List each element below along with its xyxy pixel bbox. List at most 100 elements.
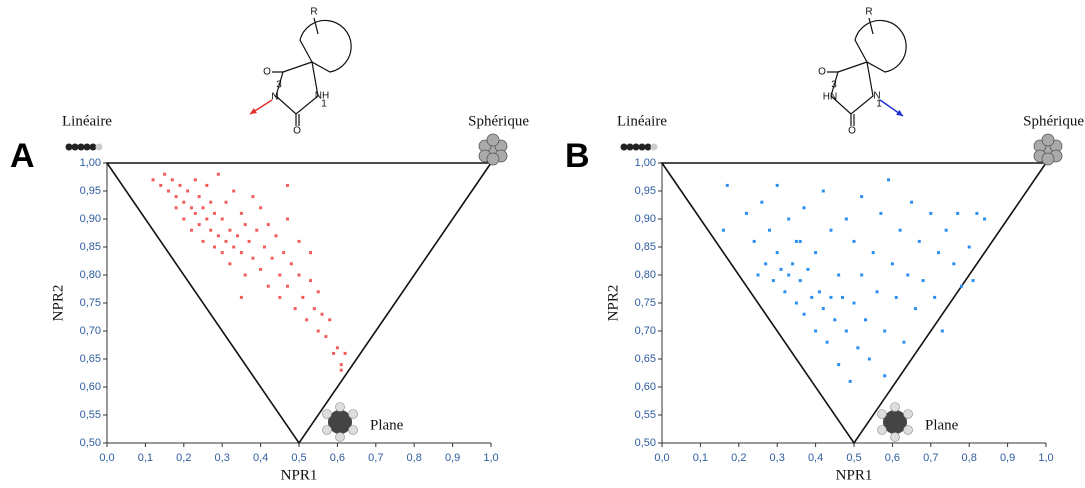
- point: [328, 318, 332, 322]
- point: [259, 206, 263, 210]
- y-tick-label: 0,85: [80, 241, 101, 253]
- y-tick-label: 1,00: [635, 157, 656, 169]
- point: [844, 217, 848, 221]
- x-tick-label: 0,8: [407, 452, 422, 464]
- point: [324, 335, 328, 339]
- plane-icon-h: [348, 425, 358, 435]
- point: [266, 284, 270, 288]
- point: [285, 284, 289, 288]
- bond: [827, 71, 855, 126]
- x-tick-label: 0,5: [846, 452, 861, 464]
- point: [933, 295, 937, 299]
- point: [844, 329, 848, 333]
- atom-label: NH: [315, 91, 329, 102]
- point: [852, 239, 856, 243]
- atom-label: N: [271, 92, 278, 103]
- point: [852, 301, 856, 305]
- point: [814, 251, 818, 255]
- point: [814, 329, 818, 333]
- sphere-icon: [1041, 152, 1055, 166]
- y-tick-label: 0,65: [80, 353, 101, 365]
- point: [913, 307, 917, 311]
- point: [297, 239, 301, 243]
- point: [228, 228, 232, 232]
- point: [864, 318, 868, 322]
- point: [312, 307, 316, 311]
- point: [906, 273, 910, 277]
- point: [971, 279, 975, 283]
- corner-label: Linéaire: [62, 113, 112, 129]
- point: [159, 183, 163, 187]
- point: [182, 217, 186, 221]
- point: [243, 273, 247, 277]
- point: [239, 251, 243, 255]
- point: [309, 251, 313, 255]
- point: [316, 329, 320, 333]
- point: [764, 262, 768, 266]
- x-tick-label: 0,6: [330, 452, 345, 464]
- x-tick-label: 0,2: [176, 452, 191, 464]
- plane-icon: [883, 410, 907, 434]
- corner-label: Plane: [925, 417, 959, 433]
- panel-label: B: [565, 137, 590, 175]
- point: [274, 234, 278, 238]
- point: [309, 279, 313, 283]
- point: [186, 189, 190, 193]
- x-tick-label: 0,7: [923, 452, 938, 464]
- point: [320, 312, 324, 316]
- y-tick-label: 0,60: [80, 381, 101, 393]
- point: [201, 239, 205, 243]
- panel-label: A: [10, 137, 35, 175]
- point: [270, 256, 274, 260]
- y-tick-label: 0,75: [80, 297, 101, 309]
- plane-icon-h: [322, 425, 332, 435]
- x-axis-label: NPR1: [836, 467, 873, 483]
- point: [783, 290, 787, 294]
- point: [794, 239, 798, 243]
- sphere-icon: [486, 133, 500, 147]
- point: [251, 195, 255, 199]
- y-tick-label: 0,95: [80, 185, 101, 197]
- x-tick-label: 0,3: [215, 452, 230, 464]
- point: [332, 351, 336, 355]
- point: [825, 340, 829, 344]
- bond: [830, 61, 874, 115]
- point: [163, 172, 167, 176]
- point: [213, 245, 217, 249]
- point: [840, 295, 844, 299]
- point: [301, 295, 305, 299]
- point: [802, 206, 806, 210]
- x-tick-label: 0,5: [291, 452, 306, 464]
- point: [224, 239, 228, 243]
- point: [960, 284, 964, 288]
- x-tick-label: 0,6: [885, 452, 900, 464]
- point: [166, 189, 170, 193]
- x-tick-label: 1,0: [483, 452, 498, 464]
- point: [197, 195, 201, 199]
- bond: [275, 61, 319, 115]
- point: [760, 200, 764, 204]
- point: [768, 228, 772, 232]
- plane-icon-h: [903, 409, 913, 419]
- x-axis-label: NPR1: [281, 467, 318, 483]
- y-tick-label: 0,50: [635, 437, 656, 449]
- corner-label: Plane: [370, 417, 404, 433]
- arrow-head: [250, 108, 257, 114]
- linear-icon: [89, 143, 97, 151]
- point: [952, 262, 956, 266]
- point: [898, 228, 902, 232]
- point: [220, 251, 224, 255]
- point: [282, 251, 286, 255]
- point: [929, 211, 933, 215]
- point: [936, 251, 940, 255]
- point: [883, 329, 887, 333]
- corner-label: Linéaire: [617, 113, 667, 129]
- point: [798, 279, 802, 283]
- point: [837, 273, 841, 277]
- y-tick-label: 0,60: [635, 381, 656, 393]
- point: [798, 239, 802, 243]
- point: [278, 273, 282, 277]
- point: [817, 290, 821, 294]
- point: [278, 295, 282, 299]
- point: [243, 223, 247, 227]
